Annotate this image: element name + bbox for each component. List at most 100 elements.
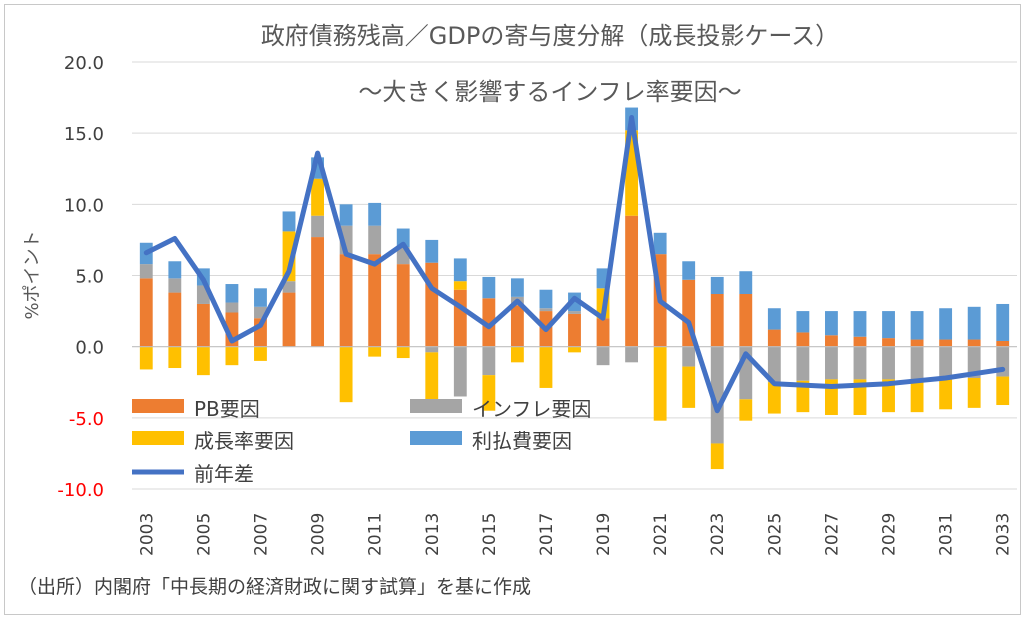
x-tick-label: 2029 <box>880 513 900 556</box>
legend-label: インフレ要因 <box>472 397 591 421</box>
bar-segment <box>425 346 439 353</box>
bar-segment <box>939 379 953 410</box>
bar-segment <box>967 377 981 408</box>
bar-segment <box>767 382 781 414</box>
bar-segment <box>568 346 581 353</box>
bar-segment <box>682 366 696 408</box>
bar-segment <box>425 239 439 263</box>
bar-segment <box>539 289 553 309</box>
bar-segment <box>825 335 838 347</box>
bar-segment <box>168 292 182 347</box>
bar-segment <box>254 306 267 319</box>
bar-segment <box>311 178 324 216</box>
bar-segment <box>767 329 781 347</box>
bar-segment <box>225 284 239 303</box>
x-tick-labels: 2003 2005 2007 2009 2011 2013 2015 2017 2019 2021… <box>137 513 1013 556</box>
bar-segment <box>967 306 981 340</box>
bar-segment <box>453 281 467 290</box>
x-tick-label: 2013 <box>423 513 443 556</box>
bar-segment <box>796 332 810 347</box>
bar-segment <box>710 346 724 444</box>
bar-segment <box>996 340 1010 347</box>
bar-segment <box>767 308 781 330</box>
bar-segment <box>139 264 153 279</box>
bar-segment <box>139 346 153 370</box>
legend-label: 利払費要因 <box>472 429 572 453</box>
bar-segment <box>967 339 981 347</box>
legend-label: 成長率要因 <box>194 429 294 453</box>
bar-segment <box>282 281 296 293</box>
bar-segment <box>796 346 810 381</box>
bar-segment <box>710 443 724 470</box>
bar-segment <box>225 302 239 313</box>
bar-segment <box>682 346 696 367</box>
bar-segment <box>853 336 867 347</box>
bar-segment <box>282 231 296 282</box>
legend-swatch <box>410 431 462 445</box>
bar-segment <box>339 346 353 403</box>
y-tick-label: -5.0 <box>69 409 104 430</box>
y-tick-label: 15.0 <box>64 124 104 145</box>
bar-segment <box>910 379 924 413</box>
gridlines <box>132 61 1017 490</box>
bar-segment <box>282 211 296 232</box>
legend-label: PB要因 <box>194 397 260 421</box>
bar-segment <box>453 258 467 282</box>
bar-segment <box>339 204 353 226</box>
bar-segment <box>311 237 324 347</box>
x-tick-label: 2003 <box>137 513 157 556</box>
bar-segment <box>653 232 667 255</box>
x-tick-label: 2021 <box>651 513 671 556</box>
legend-swatch <box>132 431 184 445</box>
bar-segment <box>539 308 553 312</box>
x-tick-label: 2033 <box>994 513 1014 556</box>
x-tick-label: 2031 <box>937 513 957 556</box>
bar-segment <box>482 375 496 411</box>
bar-segment <box>425 352 439 400</box>
bar-segment <box>254 288 267 307</box>
bar-segment <box>368 254 382 347</box>
x-tick-label: 2005 <box>194 513 214 556</box>
bar-segment <box>339 254 353 347</box>
bar-segment <box>482 276 496 299</box>
bar-segment <box>996 303 1010 341</box>
bar-segment <box>139 278 153 347</box>
bar-segment <box>453 346 467 397</box>
bar-segment <box>396 264 410 347</box>
chart-title: 政府債務残高／GDPの寄与度分解（成長投影ケース） <box>261 22 839 50</box>
bar-segment <box>767 346 781 383</box>
bar-segment <box>482 298 496 347</box>
line-zennen-sa <box>143 115 1006 414</box>
x-tick-label: 2009 <box>309 513 329 556</box>
bar-segment <box>853 379 867 415</box>
legend-swatch <box>132 399 184 413</box>
bar-segment <box>568 311 581 314</box>
bar-segment <box>796 311 810 333</box>
bar-segment <box>282 292 296 347</box>
bar-segment <box>596 318 610 347</box>
bar-segment <box>653 346 667 421</box>
y-tick-label: 0.0 <box>75 338 104 359</box>
bar-segment <box>168 278 182 293</box>
source-note: （出所）内閣府「中長期の経済財政に関す試算」を基に作成 <box>18 576 531 598</box>
bar-segment <box>853 311 867 337</box>
x-tick-label: 2019 <box>594 513 614 556</box>
bar-segment <box>967 346 981 378</box>
bar-segment <box>510 305 524 347</box>
bar-segment <box>882 311 895 339</box>
bars <box>139 107 1010 470</box>
bar-segment <box>254 346 267 361</box>
bar-segment <box>196 303 210 347</box>
bar-segment <box>739 271 753 295</box>
bar-segment <box>596 346 610 366</box>
bar-segment <box>368 225 382 255</box>
bar-segment <box>825 311 838 336</box>
bar-segment <box>625 346 639 363</box>
chart-subtitle: ～大きく影響するインフレ率要因～ <box>358 78 741 106</box>
y-tick-label: 10.0 <box>64 195 104 216</box>
x-tick-label: 2023 <box>708 513 728 556</box>
x-tick-label: 2015 <box>480 513 500 556</box>
bar-segment <box>168 261 182 279</box>
bar-segment <box>996 376 1010 406</box>
